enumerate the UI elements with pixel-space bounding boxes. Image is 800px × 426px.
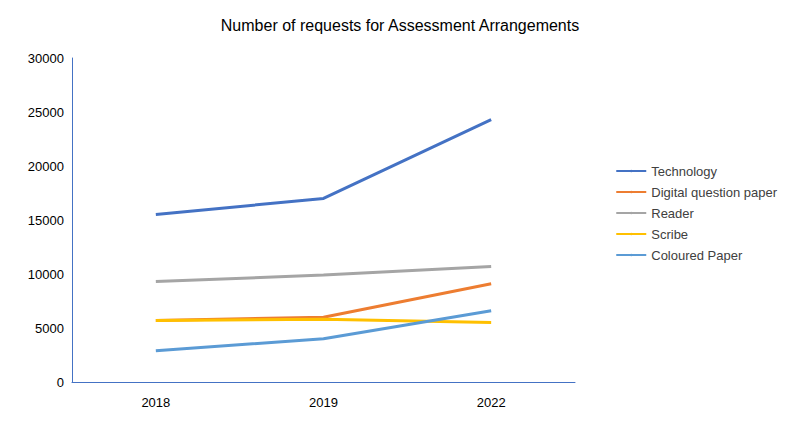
svg-text:0: 0	[57, 375, 64, 390]
svg-text:25000: 25000	[28, 105, 64, 120]
svg-text:20000: 20000	[28, 159, 64, 174]
svg-text:Digital question paper: Digital question paper	[651, 185, 777, 200]
svg-text:2018: 2018	[141, 395, 170, 410]
svg-text:30000: 30000	[28, 51, 64, 66]
svg-text:Number of requests for Assessm: Number of requests for Assessment Arrang…	[221, 17, 579, 34]
svg-text:10000: 10000	[28, 267, 64, 282]
svg-text:15000: 15000	[28, 213, 64, 228]
svg-text:2022: 2022	[477, 395, 506, 410]
svg-text:Coloured Paper: Coloured Paper	[651, 248, 743, 263]
svg-text:2019: 2019	[309, 395, 338, 410]
svg-text:5000: 5000	[35, 321, 64, 336]
svg-text:Technology: Technology	[651, 164, 717, 179]
svg-text:Reader: Reader	[651, 206, 694, 221]
svg-text:Scribe: Scribe	[651, 227, 688, 242]
